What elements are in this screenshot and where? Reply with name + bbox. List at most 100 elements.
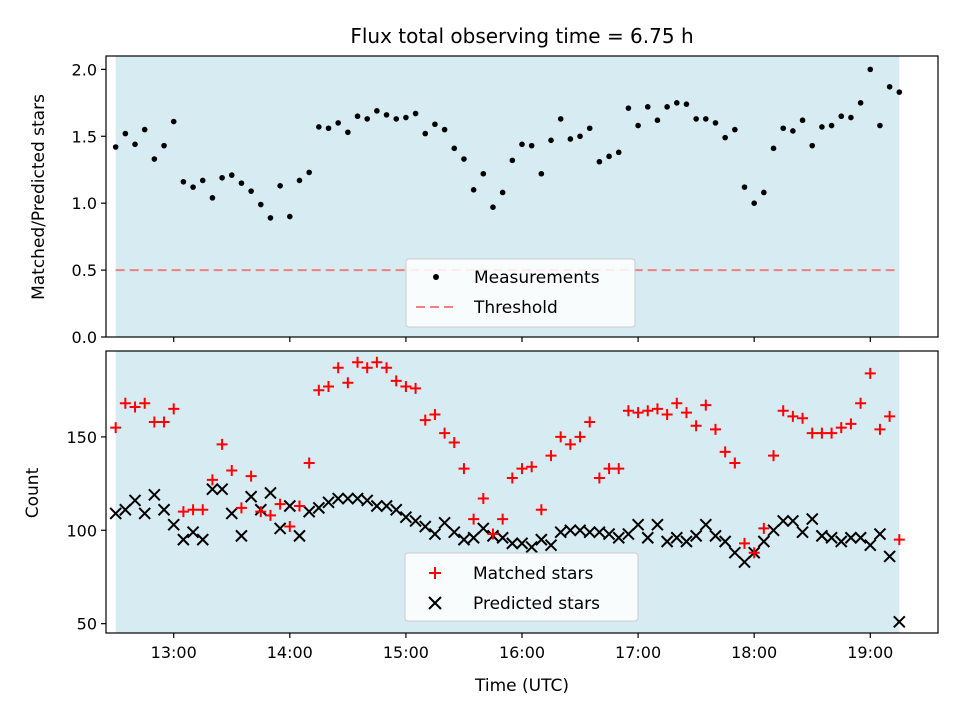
predicted-star-point: [215, 482, 229, 496]
measurement-point: [112, 144, 119, 150]
measurement-point: [577, 133, 583, 140]
measurement-point: [896, 89, 903, 95]
measurement-point: [799, 117, 806, 124]
measurement-point: [383, 112, 390, 118]
measurement-point: [557, 116, 564, 122]
matched-star-point: [293, 500, 305, 512]
measurement-point: [190, 184, 196, 190]
matched-star-point: [768, 450, 780, 462]
measurement-point: [654, 117, 661, 124]
matched-star-point: [226, 465, 238, 477]
matched-star-point: [448, 437, 460, 449]
matched-star-point: [680, 407, 692, 419]
predicted-star-point: [515, 537, 529, 550]
measurement-point: [441, 126, 448, 133]
measurement-point: [170, 118, 177, 125]
predicted-star-point: [864, 539, 877, 552]
measurement-point: [712, 120, 719, 126]
predicted-star-point: [506, 537, 519, 550]
predicted-star-point: [225, 507, 238, 520]
measurement-point: [886, 83, 893, 90]
predicted-star-point: [535, 533, 548, 546]
matched-star-point: [574, 431, 586, 443]
predicted-star-point: [786, 514, 800, 528]
matched-star-point: [516, 463, 528, 475]
predicted-star-point: [370, 499, 384, 513]
matched-star-point: [593, 472, 605, 484]
measurement-point: [780, 125, 787, 132]
predicted-star-point: [825, 531, 838, 544]
count-legend: Matched stars Predicted stars: [404, 552, 639, 622]
predicted-star-point: [767, 524, 780, 537]
measurement-point: [432, 121, 438, 128]
matched-star-point: [168, 403, 180, 415]
matched-star-point: [835, 422, 847, 434]
measurement-point: [161, 142, 167, 149]
matched-star-point: [709, 423, 721, 435]
measurement-point: [548, 137, 554, 144]
measurements-legend-label: Measurements: [474, 268, 600, 288]
matched-star-point: [690, 420, 702, 432]
predicted-star-point: [293, 529, 306, 543]
predicted-star-point: [699, 518, 713, 531]
predicted-star-point: [138, 507, 151, 520]
measurement-point: [673, 100, 680, 106]
matched-star-point: [264, 509, 276, 521]
measurements-legend-marker: [433, 274, 439, 280]
matched-star-point: [845, 418, 857, 430]
x-tick-label: 15:00: [383, 643, 429, 662]
predicted-legend-label: Predicted stars: [473, 594, 600, 614]
predicted-star-point: [409, 514, 422, 528]
measurement-point: [267, 215, 274, 221]
measurement-point: [257, 201, 264, 208]
measurement-point: [470, 187, 477, 193]
measurement-point: [316, 124, 322, 130]
matched-star-point: [468, 513, 480, 525]
threshold-legend-label: Threshold: [473, 298, 558, 318]
ratio-plot-frame: [105, 55, 939, 338]
predicted-star-point: [196, 533, 209, 546]
matched-star-point: [197, 504, 209, 516]
measurement-point: [335, 120, 341, 126]
measurement-point: [732, 126, 738, 133]
predicted-star-point: [273, 522, 287, 535]
predicted-star-point: [331, 492, 345, 505]
matched-star-point: [235, 502, 247, 514]
predicted-star-point: [873, 527, 887, 541]
measurement-point: [586, 125, 593, 132]
matched-star-point: [893, 534, 905, 546]
predicted-star-point: [777, 514, 790, 528]
x-tick-label: 18:00: [731, 643, 777, 662]
predicted-star-point: [641, 531, 654, 544]
count-y-ticks: 50 100 150: [66, 428, 106, 634]
ratio-y-tick-label: 2.0: [72, 60, 97, 79]
matched-star-point: [158, 416, 170, 428]
measurement-point: [819, 124, 825, 130]
predicted-star-point: [602, 527, 616, 541]
matched-star-point: [352, 356, 364, 368]
ratio-x-ticks: [173, 337, 871, 342]
matched-star-point: [787, 410, 799, 422]
count-legend-box: [404, 552, 639, 622]
count-y-tick-label: 100: [66, 521, 97, 540]
matched-star-point: [429, 408, 441, 420]
matched-star-point: [622, 405, 634, 417]
matched-star-point: [323, 380, 335, 392]
measurement-point: [848, 114, 854, 121]
matched-star-point: [245, 470, 257, 482]
predicted-star-point: [525, 540, 538, 554]
measurement-point: [751, 200, 757, 206]
matched-star-point: [177, 506, 189, 518]
predicted-star-point: [438, 516, 451, 530]
measurement-point: [867, 66, 874, 73]
predicted-star-point: [119, 503, 132, 516]
predicted-star-point: [177, 533, 190, 546]
measurement-point: [422, 130, 429, 137]
predicted-star-point: [835, 535, 848, 548]
predicted-star-point: [322, 496, 335, 509]
count-y-axis-label: Count: [23, 467, 43, 518]
measurement-point: [644, 104, 651, 110]
measurement-point: [828, 122, 835, 129]
predicted-star-point: [796, 525, 809, 539]
matched-star-point: [613, 463, 625, 475]
